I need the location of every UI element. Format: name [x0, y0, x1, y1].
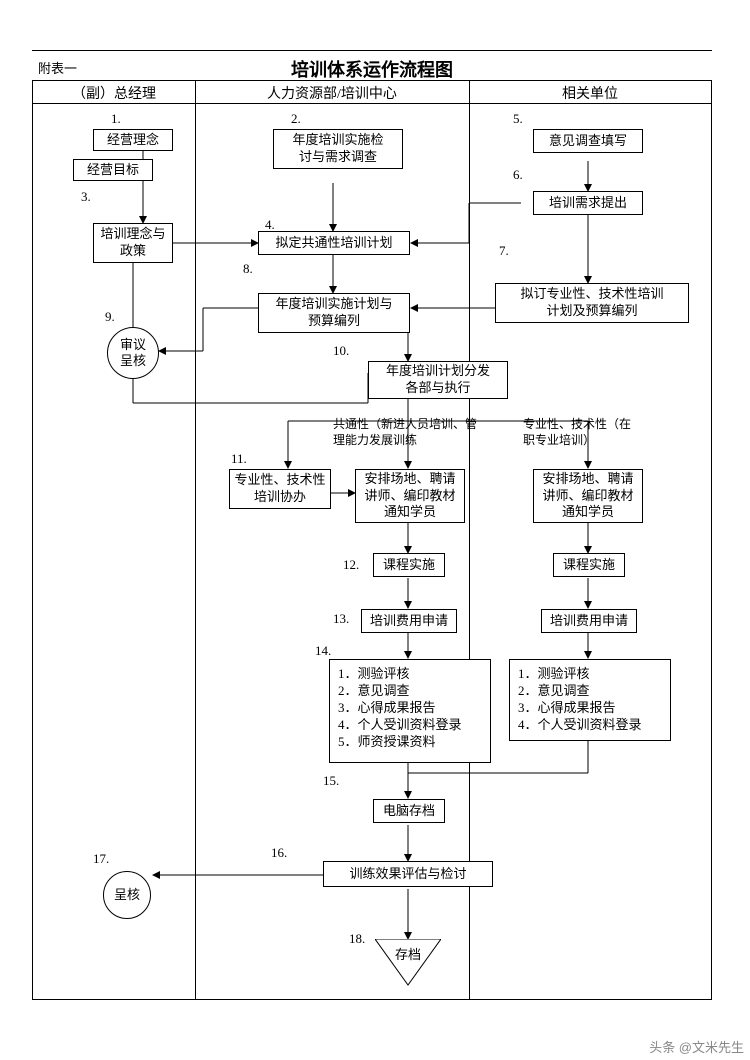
node-eval-c: 1．测验评核 2．意见调查 3．心得成果报告 4．个人受训资料登录 5．师资授课… — [329, 659, 491, 763]
col-header-3: 相关单位 — [469, 83, 711, 103]
node-arrange-c: 安排场地、聘请 讲师、编印教材 通知学员 — [355, 469, 465, 523]
num-10: 10. — [333, 343, 349, 359]
num-2: 2. — [291, 111, 301, 127]
node-annual-review: 年度培训实施检 讨与需求调查 — [273, 129, 403, 169]
header-divider — [33, 103, 711, 104]
node-effect: 训练效果评估与检讨 — [323, 861, 493, 887]
num-3: 3. — [81, 189, 91, 205]
num-18: 18. — [349, 931, 365, 947]
node-distribute: 年度培训计划分发 各部与执行 — [368, 361, 508, 399]
node-fee-c: 培训费用申请 — [361, 609, 457, 633]
num-14: 14. — [315, 643, 331, 659]
node-concept: 经营理念 — [93, 129, 173, 151]
node-impl-r: 课程实施 — [553, 553, 625, 577]
num-7: 7. — [499, 243, 509, 259]
page: 附表一 培训体系运作流程图 （副）总经理 人力资源部/培训中心 相关单位 — [32, 50, 712, 1010]
node-arrange-r: 安排场地、聘请 讲师、编印教材 通知学员 — [533, 469, 643, 523]
node-policy: 培训理念与 政策 — [93, 223, 173, 263]
num-1: 1. — [111, 111, 121, 127]
node-impl-c: 课程实施 — [373, 553, 445, 577]
node-goal: 经营目标 — [73, 159, 153, 181]
num-13: 13. — [333, 611, 349, 627]
col-header-2: 人力资源部/培训中心 — [195, 83, 469, 103]
node-eval-r: 1．测验评核 2．意见调查 3．心得成果报告 4．个人受训资料登录 — [509, 659, 671, 741]
node-file-label: 存档 — [395, 947, 421, 962]
node-survey: 意见调查填写 — [533, 129, 643, 153]
node-review2: 呈核 — [103, 871, 151, 919]
node-need: 培训需求提出 — [533, 191, 643, 215]
col-header-1: （副）总经理 — [33, 83, 195, 103]
node-special-plan: 拟订专业性、技术性培训 计划及预算编列 — [495, 283, 689, 323]
annot-special: 专业性、技术性（在 职专业培训） — [523, 417, 673, 448]
node-archive: 电脑存档 — [373, 799, 445, 823]
num-16: 16. — [271, 845, 287, 861]
num-11: 11. — [231, 451, 247, 467]
num-15: 15. — [323, 773, 339, 789]
page-title: 培训体系运作流程图 — [32, 56, 712, 82]
node-review1: 审议 呈核 — [107, 327, 159, 379]
num-9: 9. — [105, 309, 115, 325]
watermark: 头条 @文米先生 — [649, 1037, 744, 1056]
node-fee-r: 培训费用申请 — [541, 609, 637, 633]
annot-common: 共通性（新进人员培训、管 理能力发展训练 — [333, 417, 493, 448]
num-12: 12. — [343, 557, 359, 573]
num-17: 17. — [93, 851, 109, 867]
col-divider-1 — [195, 81, 196, 999]
num-6: 6. — [513, 167, 523, 183]
node-common-plan: 拟定共通性培训计划 — [258, 231, 410, 255]
num-5: 5. — [513, 111, 523, 127]
num-8: 8. — [243, 261, 253, 277]
top-rule — [32, 50, 712, 51]
node-assist: 专业性、技术性 培训协办 — [229, 469, 331, 509]
node-file-triangle: 存档 — [375, 939, 441, 987]
flow-table: （副）总经理 人力资源部/培训中心 相关单位 — [32, 80, 712, 1000]
node-plan-budget: 年度培训实施计划与 预算编列 — [258, 293, 410, 333]
